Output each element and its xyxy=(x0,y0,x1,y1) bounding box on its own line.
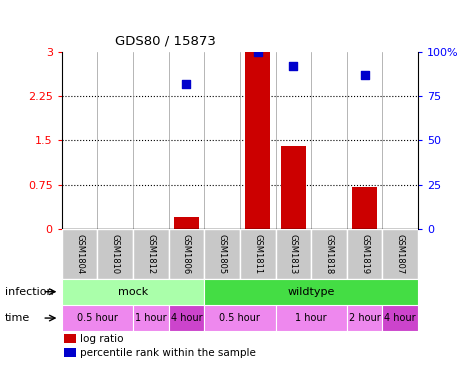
Bar xyxy=(276,305,347,331)
Text: infection: infection xyxy=(5,287,53,297)
Point xyxy=(182,81,190,86)
Text: wildtype: wildtype xyxy=(287,287,335,297)
Text: GSM1812: GSM1812 xyxy=(146,234,155,274)
Bar xyxy=(204,279,418,305)
Bar xyxy=(64,348,76,357)
Bar xyxy=(62,305,133,331)
Bar xyxy=(347,229,382,279)
Text: time: time xyxy=(5,313,30,323)
Text: GDS80 / 15873: GDS80 / 15873 xyxy=(115,35,216,48)
Text: GSM1804: GSM1804 xyxy=(75,234,84,274)
Text: log ratio: log ratio xyxy=(80,334,123,344)
Bar xyxy=(352,187,377,229)
Bar xyxy=(382,229,418,279)
Text: GSM1818: GSM1818 xyxy=(324,234,333,274)
Bar xyxy=(64,335,76,343)
Bar xyxy=(311,229,347,279)
Bar xyxy=(62,229,97,279)
Bar xyxy=(204,229,240,279)
Text: GSM1819: GSM1819 xyxy=(360,234,369,274)
Text: 4 hour: 4 hour xyxy=(384,313,416,323)
Bar xyxy=(276,229,311,279)
Bar xyxy=(62,279,204,305)
Bar xyxy=(133,305,169,331)
Bar xyxy=(245,52,270,229)
Text: 4 hour: 4 hour xyxy=(171,313,202,323)
Text: 0.5 hour: 0.5 hour xyxy=(219,313,260,323)
Bar xyxy=(97,229,133,279)
Text: 2 hour: 2 hour xyxy=(349,313,380,323)
Point xyxy=(254,49,261,55)
Bar xyxy=(169,229,204,279)
Text: 1 hour: 1 hour xyxy=(295,313,327,323)
Text: mock: mock xyxy=(118,287,148,297)
Text: GSM1806: GSM1806 xyxy=(182,234,191,274)
Text: GSM1811: GSM1811 xyxy=(253,234,262,274)
Bar xyxy=(169,305,204,331)
Bar xyxy=(204,305,276,331)
Bar xyxy=(174,217,199,229)
Text: GSM1810: GSM1810 xyxy=(111,234,120,274)
Text: percentile rank within the sample: percentile rank within the sample xyxy=(80,348,256,358)
Bar xyxy=(240,229,276,279)
Text: 0.5 hour: 0.5 hour xyxy=(77,313,118,323)
Text: GSM1807: GSM1807 xyxy=(396,234,405,274)
Bar xyxy=(133,229,169,279)
Bar xyxy=(281,146,306,229)
Text: GSM1813: GSM1813 xyxy=(289,234,298,274)
Point xyxy=(361,72,369,78)
Text: 1 hour: 1 hour xyxy=(135,313,167,323)
Point xyxy=(289,63,297,69)
Text: GSM1805: GSM1805 xyxy=(218,234,227,274)
Bar xyxy=(382,305,418,331)
Bar xyxy=(347,305,382,331)
